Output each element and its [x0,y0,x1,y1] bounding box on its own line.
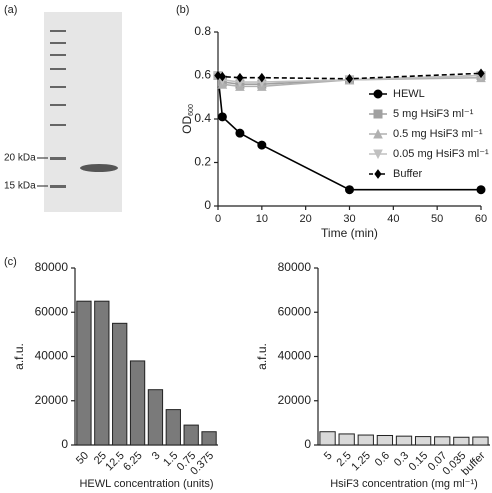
bar [414,436,432,446]
marker-label: 20 kDa [4,153,36,164]
legend-label: HEWL [393,88,425,100]
bar [183,424,199,446]
y-tick-label: 40000 [35,349,69,363]
bar [76,300,92,446]
x-tick-label: 40 [387,213,399,225]
y-tick-label: 60000 [278,304,312,318]
x-tick-label: 0.6 [373,450,392,469]
legend-marker [373,109,383,119]
x-tick-label: 10 [256,213,268,225]
y-axis-label-sub: 600 [188,104,195,116]
x-axis-label: Time (min) [321,226,378,240]
bar [129,360,146,446]
y-axis-label-main: OD [180,116,194,134]
legend-marker [373,149,383,160]
marker [476,185,486,195]
y-tick-label: 0.6 [194,68,211,82]
y-tick-label: 60000 [35,304,69,318]
x-tick-label: 50 [74,450,91,467]
legend-marker [374,169,382,179]
y-tick-label: 0.8 [194,24,211,38]
y-axis-label: a.f.u. [255,343,269,370]
bar [472,436,489,446]
y-tick-label: 80000 [278,260,312,274]
y-tick-label: 0.2 [194,155,211,169]
marker [257,140,267,150]
y-tick-label: 0.4 [194,111,211,125]
y-tick-label: 20000 [35,393,69,407]
bar [319,431,336,446]
y-tick-label: 20000 [278,393,312,407]
bar [395,435,413,446]
x-axis-label: HEWL concentration (units) [79,478,213,490]
protein-band [80,164,118,172]
ladder [50,30,66,188]
bar [147,389,164,446]
marker [345,73,354,84]
y-tick-label: 0 [304,437,311,451]
bar [338,433,355,446]
x-axis-label: HsiF3 concentration (mg ml⁻¹) [330,478,478,490]
gel [44,12,122,212]
y-axis-label: OD600 [180,104,195,134]
series-line [217,75,481,191]
x-tick-label: 0.15 [407,450,431,474]
x-tick-label: 30 [343,213,355,225]
marker [258,72,266,83]
x-tick-label: 60 [475,213,487,225]
x-tick-label: 1.25 [349,450,373,474]
y-tick-label: 0 [61,437,68,451]
legend-label: 5 mg HsiF3 ml⁻¹ [393,108,474,120]
marker [345,185,354,195]
panel-label: (b) [176,4,189,16]
marker [217,112,227,122]
legend-label: 0.05 mg HsiF3 ml⁻¹ [393,148,489,160]
bar [453,436,470,446]
legend-label: 0.5 mg HsiF3 ml⁻¹ [393,128,483,140]
x-tick-label: 0 [215,213,221,225]
bar [112,322,128,446]
marker [477,68,485,79]
bar [376,434,394,446]
y-axis-label: a.f.u. [12,343,26,370]
y-tick-label: 40000 [278,349,312,363]
x-tick-label: 5 [322,450,335,463]
bar [357,434,374,446]
x-tick-label: 20 [300,213,312,225]
bar [434,436,451,446]
panel-label: (a) [4,4,17,16]
marker [236,72,244,83]
y-tick-label: 0 [204,198,211,212]
legend-marker [373,128,383,139]
bar [94,300,110,446]
marker [235,128,245,138]
bar [201,431,217,446]
legend-marker [373,89,383,99]
marker-label: 15 kDa [4,181,36,192]
x-tick-label: 50 [431,213,443,225]
x-tick-label: 6.25 [121,450,145,474]
y-tick-label: 80000 [35,260,69,274]
legend-label: Buffer [393,168,422,180]
panel-label: (c) [4,256,17,268]
bar [165,409,181,446]
marker [218,71,227,82]
